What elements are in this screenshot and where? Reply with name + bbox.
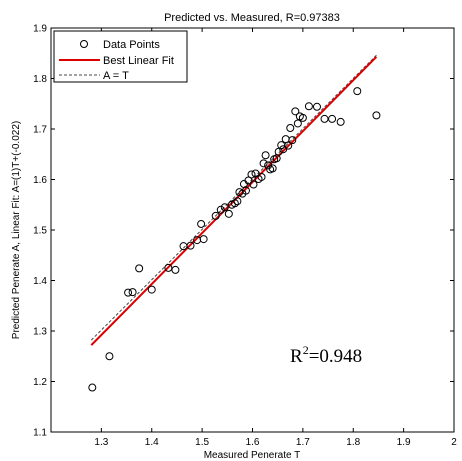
annotation-value: =0.948	[309, 346, 362, 367]
points-layer	[88, 87, 381, 392]
data-point	[230, 199, 239, 208]
data-point	[224, 209, 233, 218]
data-point	[286, 123, 295, 132]
data-point	[199, 235, 208, 244]
data-point	[284, 141, 293, 150]
y-tick-label: 1.2	[33, 377, 47, 388]
data-point	[372, 111, 381, 120]
data-point	[298, 113, 307, 122]
data-point	[88, 383, 97, 392]
y-ticks: 1.1 1.2 1.3 1.4 1.5 1.6 1.7 1.8 1.9	[33, 24, 454, 439]
r-squared-annotation: R2=0.948	[290, 343, 362, 367]
annotation-base: R	[290, 346, 303, 367]
y-tick-label: 1.6	[33, 175, 47, 186]
y-tick-label: 1.4	[33, 276, 47, 287]
data-point	[259, 159, 268, 168]
data-point	[268, 164, 277, 173]
x-tick-label: 2	[451, 437, 457, 448]
data-point	[241, 186, 250, 195]
legend-box	[53, 30, 188, 83]
x-tick-label: 1.3	[94, 437, 108, 448]
data-point	[197, 219, 206, 228]
data-point	[257, 172, 266, 181]
data-point	[336, 117, 345, 126]
legend-label-best-fit: Best Linear Fit	[103, 55, 174, 67]
data-point	[220, 203, 229, 212]
data-point	[247, 170, 256, 179]
x-ticks: 1.3 1.4 1.5 1.6 1.7 1.8 1.9 2	[94, 28, 457, 448]
identity-line	[90, 54, 377, 341]
y-tick-label: 1.3	[33, 327, 47, 338]
data-point	[261, 151, 270, 160]
y-tick-label: 1.1	[33, 428, 47, 439]
data-point	[186, 241, 195, 250]
data-point	[124, 288, 133, 297]
x-tick-label: 1.8	[346, 437, 360, 448]
x-tick-label: 1.7	[296, 437, 310, 448]
chart-title: Predicted vs. Measured, R=0.97383	[164, 12, 340, 24]
data-point	[320, 114, 329, 123]
data-point	[171, 265, 180, 274]
x-tick-label: 1.6	[246, 437, 260, 448]
legend-label-identity: A = T	[103, 70, 129, 82]
data-point	[216, 205, 225, 214]
data-point	[304, 102, 313, 111]
legend-marker-data-points	[80, 40, 88, 48]
data-point	[288, 136, 297, 145]
data-point	[147, 285, 156, 294]
data-point	[353, 87, 362, 96]
y-tick-label: 1.8	[33, 74, 47, 85]
data-point	[211, 211, 220, 220]
data-point	[291, 107, 300, 116]
data-point	[135, 264, 144, 273]
data-point	[128, 288, 137, 297]
data-point	[293, 119, 302, 128]
legend: Data Points Best Linear Fit A = T	[53, 30, 188, 83]
x-tick-label: 1.9	[397, 437, 411, 448]
y-axis-label: Predicted Penerate A, Linear Fit: A=(1)T…	[11, 121, 22, 339]
data-point	[249, 180, 258, 189]
y-tick-label: 1.7	[33, 125, 47, 136]
x-tick-label: 1.5	[195, 437, 209, 448]
data-point	[233, 197, 242, 206]
x-axis-label: Measured Penerate T	[204, 450, 301, 461]
legend-label-data-points: Data Points	[103, 39, 160, 51]
y-tick-label: 1.5	[33, 226, 47, 237]
data-point	[312, 102, 321, 111]
annotation-superscript: 2	[303, 343, 309, 357]
data-point	[105, 352, 114, 361]
data-point	[328, 114, 337, 123]
data-point	[164, 263, 173, 272]
x-tick-label: 1.4	[145, 437, 159, 448]
plot-area	[50, 27, 455, 433]
y-tick-label: 1.9	[33, 24, 47, 35]
